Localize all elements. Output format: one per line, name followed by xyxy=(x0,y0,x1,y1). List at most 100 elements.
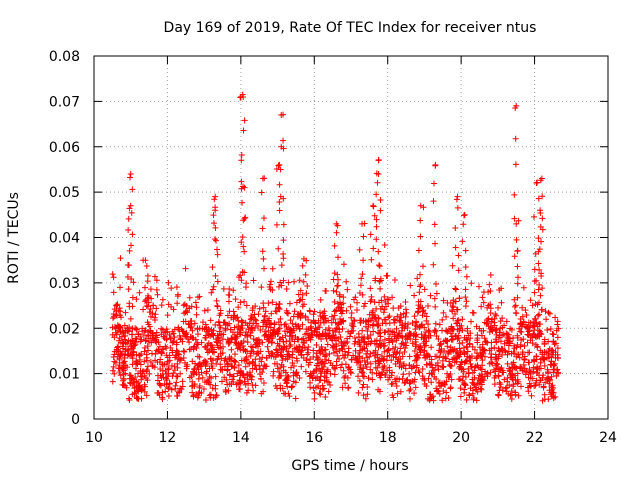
data-point xyxy=(395,329,402,336)
data-point xyxy=(520,284,527,291)
data-point xyxy=(173,373,180,380)
data-point xyxy=(173,379,180,386)
data-point xyxy=(498,299,505,306)
data-point xyxy=(444,370,451,377)
data-point xyxy=(444,299,451,306)
data-point xyxy=(348,356,355,363)
data-point xyxy=(252,316,259,323)
data-point xyxy=(251,311,258,318)
data-point xyxy=(448,376,455,383)
data-point xyxy=(158,302,165,309)
data-point xyxy=(217,310,224,317)
data-point xyxy=(362,361,369,368)
data-point xyxy=(496,286,503,293)
data-point xyxy=(431,221,438,228)
data-point xyxy=(442,381,449,388)
data-point xyxy=(151,364,158,371)
data-point xyxy=(240,243,247,250)
data-point xyxy=(542,379,549,386)
data-point xyxy=(536,320,543,327)
data-point xyxy=(317,391,324,398)
data-point xyxy=(219,336,226,343)
data-point xyxy=(457,376,464,383)
data-point xyxy=(406,380,413,387)
data-point xyxy=(148,350,155,357)
data-point xyxy=(520,367,527,374)
data-point xyxy=(218,378,225,385)
data-point xyxy=(402,313,409,320)
data-point xyxy=(147,313,154,320)
data-point xyxy=(360,233,367,240)
data-point xyxy=(243,389,250,396)
data-point xyxy=(129,303,136,310)
data-point xyxy=(291,308,298,315)
data-point xyxy=(411,313,418,320)
data-point xyxy=(489,328,496,335)
data-point xyxy=(147,358,154,365)
data-point xyxy=(111,370,118,377)
data-point xyxy=(274,328,281,335)
data-point xyxy=(419,308,426,315)
data-point xyxy=(468,353,475,360)
data-point xyxy=(129,361,136,368)
data-point xyxy=(420,204,427,211)
data-point xyxy=(375,386,382,393)
data-point xyxy=(345,328,352,335)
data-point xyxy=(313,341,320,348)
data-point xyxy=(303,357,310,364)
data-point xyxy=(250,348,257,355)
data-point xyxy=(213,392,220,399)
data-point xyxy=(212,373,219,380)
data-point xyxy=(196,293,203,300)
data-point xyxy=(551,362,558,369)
data-point xyxy=(432,320,439,327)
data-point xyxy=(390,353,397,360)
data-point xyxy=(477,385,484,392)
data-point xyxy=(548,358,555,365)
data-point xyxy=(249,344,256,351)
data-point xyxy=(513,353,520,360)
data-point xyxy=(496,348,503,355)
data-point xyxy=(127,315,134,322)
data-point xyxy=(248,376,255,383)
data-point xyxy=(514,280,521,287)
data-point xyxy=(538,272,545,279)
data-point xyxy=(426,391,433,398)
data-point xyxy=(255,350,262,357)
data-point xyxy=(527,297,534,304)
data-point xyxy=(442,354,449,361)
data-point xyxy=(520,361,527,368)
data-point xyxy=(488,354,495,361)
data-point xyxy=(480,299,487,306)
data-point xyxy=(310,353,317,360)
data-point xyxy=(200,359,207,366)
data-point xyxy=(127,202,134,209)
data-point xyxy=(236,377,243,384)
data-point xyxy=(360,317,367,324)
data-point xyxy=(190,344,197,351)
data-point xyxy=(212,321,219,328)
data-point xyxy=(483,339,490,346)
data-point xyxy=(165,384,172,391)
data-point xyxy=(385,314,392,321)
data-point xyxy=(539,351,546,358)
data-point xyxy=(297,287,304,294)
y-tick-label: 0.07 xyxy=(49,94,80,110)
data-point xyxy=(521,356,528,363)
data-point xyxy=(209,286,216,293)
axis-ticks: 10 12 14 16 18 20 22 24 0 0.01 0.02 0.03 0.04 0.05 0.0… xyxy=(49,49,617,446)
data-point xyxy=(416,283,423,290)
data-point xyxy=(174,300,181,307)
data-point xyxy=(360,381,367,388)
data-point xyxy=(305,334,312,341)
data-point xyxy=(468,318,475,325)
data-point xyxy=(238,152,245,159)
data-point xyxy=(170,306,177,313)
data-point xyxy=(367,298,374,305)
data-point xyxy=(113,302,120,309)
data-point xyxy=(159,396,166,403)
data-point xyxy=(236,344,243,351)
data-point xyxy=(531,358,538,365)
data-point xyxy=(268,353,275,360)
